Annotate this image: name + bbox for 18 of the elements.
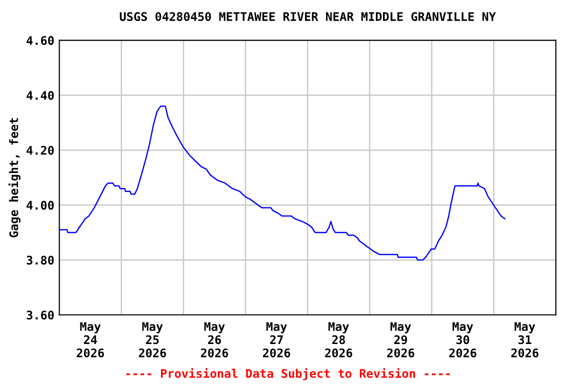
x-tick-label: May 26 2026	[200, 322, 228, 358]
x-tick-label: May 31 2026	[511, 322, 538, 358]
x-tick-label: May 27 2026	[263, 322, 290, 358]
x-tick-label: May 28 2026	[325, 322, 352, 358]
y-tick-label: 3.80	[26, 256, 54, 265]
y-tick-label: 4.40	[26, 90, 54, 100]
y-tick-label: 4.20	[26, 146, 54, 155]
chart-title: USGS 04280450 METTAWEE RIVER NEAR MIDDLE GRANVILLE NY	[120, 12, 496, 22]
x-tick-label: May 30 2026	[449, 322, 476, 358]
y-tick-label: 4.60	[26, 36, 54, 45]
line-series	[59, 106, 506, 261]
x-tick-label: May 29 2026	[387, 322, 414, 358]
x-tick-label: May 24 2026	[76, 322, 104, 358]
y-tick-label: 3.60	[26, 310, 54, 320]
text: ---- Provisional Data Subject to Revision ----	[126, 368, 450, 380]
y-tick-label: 4.00	[26, 200, 54, 210]
y-axis-title: Gage height, feet	[8, 118, 20, 238]
x-tick-label: May 25 2026	[138, 322, 166, 358]
